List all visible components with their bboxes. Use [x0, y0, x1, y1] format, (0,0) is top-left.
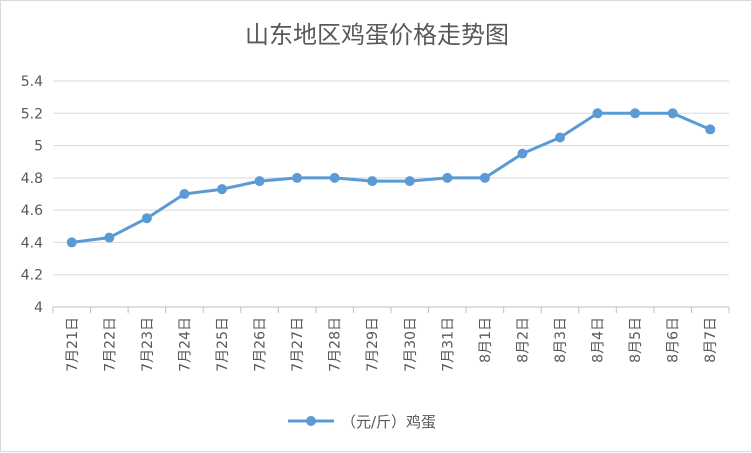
data-point	[705, 124, 716, 135]
x-tick-label: 7月24日	[177, 317, 193, 372]
x-tick-label: 7月29日	[365, 317, 381, 372]
x-tick-label: 7月26日	[253, 317, 269, 372]
data-point	[555, 132, 565, 143]
y-tick-label: 5.4	[21, 74, 43, 90]
x-tick-label: 7月31日	[440, 317, 456, 372]
y-tick-label: 4.6	[21, 203, 43, 219]
x-tick-label: 7月22日	[102, 317, 118, 372]
data-point	[104, 232, 115, 243]
data-point	[292, 172, 303, 183]
x-tick-label: 8月4日	[591, 317, 607, 363]
x-tick-label: 7月28日	[328, 317, 344, 372]
x-tick-label: 7月23日	[140, 317, 156, 372]
data-point	[479, 172, 490, 183]
x-tick-label: 7月21日	[65, 317, 81, 372]
y-tick-label: 4	[34, 300, 43, 316]
x-tick-label: 7月30日	[403, 317, 419, 372]
chart-title: 山东地区鸡蛋价格走势图	[245, 21, 509, 49]
x-axis-ticks: 7月21日 7月22日 7月23日 7月24日 7月25日 7月26日 7月27日 7月28日…	[52, 307, 730, 372]
x-tick-label: 7月25日	[215, 317, 231, 372]
data-point	[592, 108, 603, 119]
data-point	[329, 172, 340, 183]
legend-swatch-marker	[306, 416, 316, 426]
data-point	[179, 189, 190, 199]
y-tick-label: 4.4	[21, 235, 43, 251]
gridlines	[53, 80, 729, 308]
data-point	[217, 184, 227, 195]
x-tick-label: 8月3日	[553, 317, 569, 363]
x-tick-label: 8月6日	[666, 317, 682, 363]
x-tick-label: 8月7日	[703, 317, 719, 363]
data-point	[141, 213, 152, 224]
legend: （元/斤）鸡蛋	[288, 413, 436, 431]
series-layer	[66, 108, 716, 248]
data-point	[630, 108, 641, 119]
data-point	[404, 176, 415, 187]
data-point	[442, 172, 453, 183]
legend-label: （元/斤）鸡蛋	[341, 413, 436, 431]
data-point	[517, 148, 528, 159]
data-point	[254, 176, 265, 187]
y-tick-label: 5.2	[21, 106, 43, 122]
data-point	[367, 176, 378, 187]
data-point	[667, 108, 678, 119]
x-tick-label: 8月2日	[515, 317, 531, 363]
y-axis-ticks: 4 4.2 4.4 4.6 4.8 5 5.2 5.4	[21, 74, 43, 316]
series-line	[70, 111, 712, 244]
x-tick-label: 7月27日	[290, 317, 306, 372]
x-tick-label: 8月1日	[478, 317, 494, 363]
y-tick-label: 4.8	[21, 171, 43, 187]
y-tick-label: 5	[34, 139, 43, 155]
data-point	[66, 237, 77, 248]
x-tick-label: 8月5日	[628, 317, 644, 363]
y-tick-label: 4.2	[21, 268, 43, 284]
